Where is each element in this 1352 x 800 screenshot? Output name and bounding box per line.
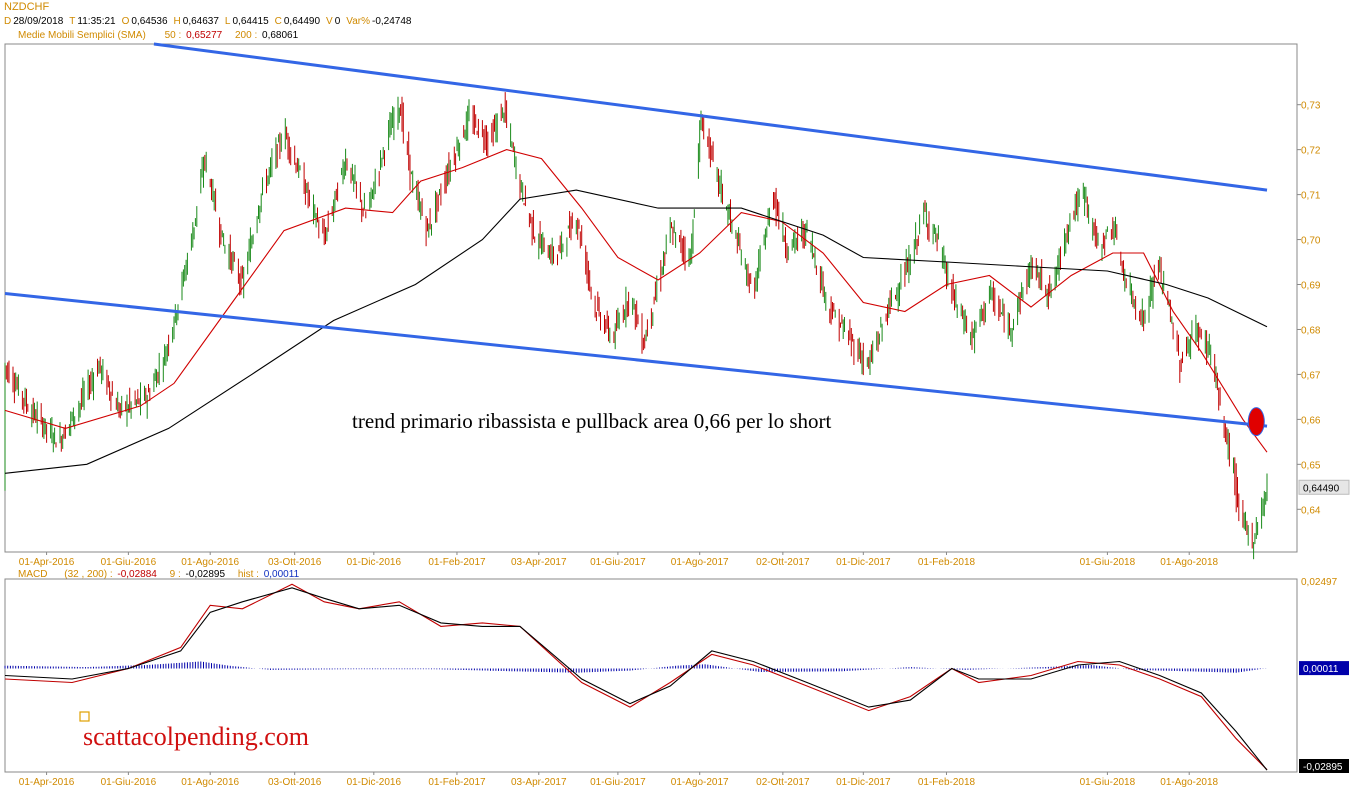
- hist-value: 0,00011: [263, 569, 300, 580]
- y-tick-label: 0,70: [1301, 236, 1321, 247]
- price-panel-frame: [4, 43, 1298, 553]
- macd-x-tick-label: 03-Ott-2016: [268, 777, 322, 788]
- macd-x-tick-label: 01-Dic-2016: [347, 777, 402, 788]
- ohlc-key: O: [121, 16, 130, 27]
- ohlc-value: 0,64536: [131, 16, 168, 27]
- y-tick-label: 0,71: [1301, 191, 1321, 202]
- lower-trendline: [4, 292, 1268, 428]
- macd-params: (32 , 200) :: [64, 569, 113, 580]
- ohlc-value: 0: [334, 16, 341, 27]
- sma-label: Medie Mobili Semplici (SMA): [18, 30, 146, 41]
- ohlc-key: C: [274, 16, 282, 27]
- sma-slow-value: 0,68061: [262, 30, 299, 41]
- macd-x-tick-label: 01-Giu-2018: [1080, 777, 1136, 788]
- price-x-tick-label: 01-Giu-2017: [590, 557, 646, 568]
- price-x-tick-label: 01-Ago-2017: [671, 557, 729, 568]
- y-tick-label: 0,64: [1301, 505, 1321, 516]
- signal-line: [4, 587, 1268, 771]
- macd-y-tick-label: 0,02497: [1301, 577, 1338, 588]
- sma-slow-period: 200 :: [235, 30, 258, 41]
- price-x-tick-label: 02-Ott-2017: [756, 557, 810, 568]
- ohlc-value: 28/09/2018: [13, 16, 64, 27]
- symbol-title: NZDCHF: [4, 1, 50, 13]
- sma-fast-period: 50 :: [164, 30, 182, 41]
- macd-x-tick-label: 01-Ago-2016: [181, 777, 239, 788]
- price-x-tick-label: 01-Ago-2018: [1160, 557, 1218, 568]
- ohlc-value: 0,64637: [182, 16, 219, 27]
- sma-200-line: [4, 189, 1268, 474]
- macd-layer: [4, 583, 1268, 771]
- ohlc-value: 11:35:21: [77, 16, 116, 27]
- price-x-tick-label: 03-Apr-2017: [511, 557, 567, 568]
- ohlc-key: L: [224, 16, 231, 27]
- ohlc-key: Var%: [346, 16, 370, 27]
- last-price-box: [1298, 479, 1350, 495]
- macd-value-box: [1299, 661, 1349, 676]
- price-x-tick-label: 01-Giu-2016: [101, 557, 157, 568]
- y-tick-label: 0,72: [1301, 146, 1321, 157]
- y-tick-label: 0,68: [1301, 325, 1321, 336]
- ohlc-value: 0,64415: [232, 16, 269, 27]
- macd-x-tick-label: 01-Feb-2017: [428, 777, 486, 788]
- price-x-tick-label: 01-Feb-2018: [918, 557, 976, 568]
- last-price-label: 0,64490: [1303, 483, 1340, 494]
- macd-x-tick-label: 01-Ago-2017: [671, 777, 729, 788]
- price-x-tick-label: 01-Apr-2016: [19, 557, 75, 568]
- y-tick-label: 0,73: [1301, 101, 1321, 112]
- price-x-tick-label: 03-Ott-2016: [268, 557, 322, 568]
- price-y-axis: 0,73 0,72 0,71 0,70 0,69 0,68 0,67 0,66 0,65 0,64…: [1297, 101, 1350, 516]
- y-tick-label: 0,66: [1301, 415, 1321, 426]
- annotation-text: trend primario ribassista e pullback are…: [352, 409, 832, 433]
- macd-x-axis: 01-Apr-2016 01-Giu-2016 01-Ago-2016 03-Ott-…: [19, 772, 1219, 788]
- pullback-marker: [1247, 407, 1265, 437]
- price-x-tick-label: 01-Ago-2016: [181, 557, 239, 568]
- macd-x-tick-label: 01-Ago-2018: [1160, 777, 1218, 788]
- macd-x-tick-label: 02-Ott-2017: [756, 777, 810, 788]
- price-x-tick-label: 01-Giu-2018: [1080, 557, 1136, 568]
- macd-x-tick-label: 01-Dic-2017: [836, 777, 891, 788]
- macd-legend: MACD (32 , 200) : -0,02884 9 : -0,02895 …: [18, 569, 301, 580]
- price-x-tick-label: 01-Dic-2016: [347, 557, 402, 568]
- y-tick-label: 0,69: [1301, 281, 1321, 292]
- sma-layer: [4, 149, 1268, 474]
- ohlc-key: V: [326, 16, 333, 27]
- macd-value: -0,02884: [117, 569, 157, 580]
- ohlc-value: -0,24748: [371, 16, 412, 27]
- signal-value: -0,02895: [185, 569, 226, 580]
- macd-value-label: 0,00011: [1303, 664, 1339, 675]
- macd-x-tick-label: 01-Giu-2016: [101, 777, 157, 788]
- ohlc-readout: D 28/09/2018 T 11:35:21 O 0,64536 H 0,64637 L 0,6…: [4, 16, 417, 27]
- macd-value-box: [1299, 759, 1349, 773]
- watermark-text: scattacolpending.com: [83, 722, 309, 751]
- sma-legend: Medie Mobili Semplici (SMA) 50 : 0,65277…: [18, 30, 300, 41]
- y-tick-label: 0,65: [1301, 460, 1321, 471]
- macd-value-label: -0,02895: [1303, 762, 1343, 773]
- trendlines-layer: [4, 42, 1268, 437]
- upper-trendline: [153, 42, 1268, 192]
- price-x-axis: 01-Apr-2016 01-Giu-2016 01-Ago-2016 03-Ott-…: [19, 552, 1219, 568]
- signal-period: 9 :: [169, 569, 181, 580]
- ohlc-key: D: [4, 16, 12, 27]
- macd-x-tick-label: 01-Feb-2018: [918, 777, 976, 788]
- macd-label: MACD: [18, 569, 48, 580]
- ohlc-key: T: [69, 16, 76, 27]
- macd-x-tick-label: 03-Apr-2017: [511, 777, 567, 788]
- price-x-tick-label: 01-Feb-2017: [428, 557, 486, 568]
- sma-50-line: [4, 149, 1268, 453]
- ohlc-key: H: [173, 16, 181, 27]
- ohlc-value: 0,64490: [283, 16, 321, 27]
- hist-label: hist :: [237, 569, 259, 580]
- macd-x-tick-label: 01-Giu-2017: [590, 777, 646, 788]
- candles-layer: [4, 92, 1268, 560]
- macd-x-tick-label: 01-Apr-2016: [19, 777, 75, 788]
- price-x-tick-label: 01-Dic-2017: [836, 557, 891, 568]
- watermark-square-icon: [79, 711, 90, 722]
- y-tick-label: 0,67: [1301, 370, 1321, 381]
- sma-fast-value: 0,65277: [186, 30, 223, 41]
